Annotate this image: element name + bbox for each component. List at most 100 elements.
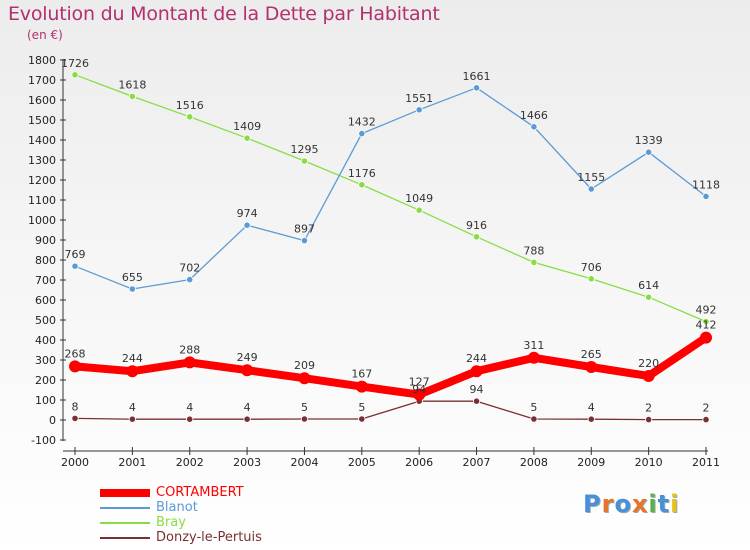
data-label: 412 <box>696 319 717 332</box>
legend-item: Donzy-le-Pertuis <box>100 530 262 545</box>
data-point <box>128 415 136 423</box>
data-point <box>587 275 595 283</box>
data-label: 8 <box>72 400 79 413</box>
data-label: 167 <box>351 368 372 381</box>
data-point <box>128 285 136 293</box>
data-label: 4 <box>588 401 595 414</box>
y-tick-label: 0 <box>49 414 56 427</box>
data-point <box>71 262 79 270</box>
legend-label: CORTAMBERT <box>156 485 244 500</box>
legend-item: CORTAMBERT <box>100 485 262 500</box>
y-tick-label: 700 <box>35 274 56 287</box>
data-point <box>71 71 79 79</box>
data-label: 244 <box>122 352 143 365</box>
data-label: 974 <box>237 207 258 220</box>
data-point <box>298 372 311 385</box>
x-tick-label: 2005 <box>348 456 376 469</box>
x-tick-label: 2003 <box>233 456 261 469</box>
data-point <box>642 370 655 382</box>
x-tick-label: 2008 <box>520 456 548 469</box>
legend-label: Blanot <box>156 500 198 515</box>
data-label: 5 <box>358 401 365 414</box>
y-tick-label: 300 <box>35 354 56 367</box>
y-tick-label: 1100 <box>28 194 56 207</box>
chart-title: Evolution du Montant de la Dette par Hab… <box>8 3 440 25</box>
data-label: 244 <box>466 352 487 365</box>
y-tick-label: 1200 <box>28 174 56 187</box>
data-label: 788 <box>523 244 544 257</box>
data-label: 1661 <box>463 70 491 83</box>
data-point <box>587 185 595 193</box>
data-point <box>241 364 254 377</box>
data-label: 94 <box>412 383 426 396</box>
data-label: 1155 <box>577 171 605 184</box>
data-label: 268 <box>65 347 86 360</box>
data-label: 311 <box>523 339 544 352</box>
data-point <box>472 233 481 241</box>
data-label: 897 <box>294 223 315 236</box>
data-point <box>186 113 194 121</box>
data-label: 1409 <box>233 120 261 133</box>
data-label: 1516 <box>176 99 204 112</box>
data-label: 655 <box>122 271 143 284</box>
y-tick-label: 800 <box>35 254 56 267</box>
legend-label: Bray <box>156 515 186 530</box>
x-tick-label: 2002 <box>176 456 204 469</box>
x-tick-label: 2000 <box>61 456 89 469</box>
data-label: 4 <box>186 401 193 414</box>
y-tick-label: 1700 <box>28 74 56 87</box>
y-tick-label: 600 <box>35 294 56 307</box>
data-label: 1049 <box>405 192 433 205</box>
legend-item: Blanot <box>100 500 262 515</box>
data-label: 1432 <box>348 116 376 129</box>
data-point <box>186 275 194 284</box>
legend-swatch <box>100 536 150 539</box>
y-tick-label: 200 <box>35 374 56 387</box>
data-point <box>128 92 136 101</box>
y-tick-label: 1000 <box>28 214 56 227</box>
data-point <box>587 415 595 423</box>
data-point <box>585 361 598 373</box>
data-label: 1295 <box>290 143 318 156</box>
data-label: 4 <box>129 401 136 414</box>
data-label: 5 <box>301 401 308 414</box>
data-point <box>300 237 309 245</box>
legend-item: Bray <box>100 515 262 530</box>
series-line-blanot <box>74 87 707 290</box>
data-label: 4 <box>244 401 251 414</box>
data-point <box>413 388 426 401</box>
data-point <box>415 206 423 214</box>
data-label: 702 <box>179 262 200 275</box>
data-point <box>358 181 366 189</box>
data-label: 1726 <box>61 57 89 70</box>
chart-legend: CORTAMBERT Blanot Bray Donzy-le-Pertuis <box>100 485 262 545</box>
data-label: 492 <box>696 304 717 317</box>
data-point <box>355 380 368 393</box>
data-label: 1466 <box>520 109 548 122</box>
data-label: 220 <box>638 357 659 370</box>
data-point <box>530 415 538 423</box>
x-tick-label: 2004 <box>290 456 318 469</box>
data-point <box>243 221 251 229</box>
data-point <box>69 360 81 373</box>
data-point <box>702 192 710 200</box>
y-tick-label: 400 <box>35 334 56 347</box>
legend-label: Donzy-le-Pertuis <box>156 530 262 545</box>
data-label: 1176 <box>348 167 376 180</box>
data-label: 209 <box>294 359 315 372</box>
y-tick-label: 1800 <box>28 54 56 67</box>
data-point <box>358 130 366 138</box>
data-label: 1551 <box>405 92 433 105</box>
data-label: 94 <box>470 383 484 396</box>
data-point <box>700 331 712 344</box>
series-line-cortambert <box>71 333 710 399</box>
data-label: 1118 <box>692 178 720 191</box>
x-tick-label: 2006 <box>405 456 433 469</box>
data-point <box>415 106 423 114</box>
data-point <box>530 123 538 131</box>
data-point <box>702 317 710 326</box>
y-tick-label: 900 <box>35 234 56 247</box>
data-point <box>126 365 139 378</box>
data-point <box>472 84 481 92</box>
